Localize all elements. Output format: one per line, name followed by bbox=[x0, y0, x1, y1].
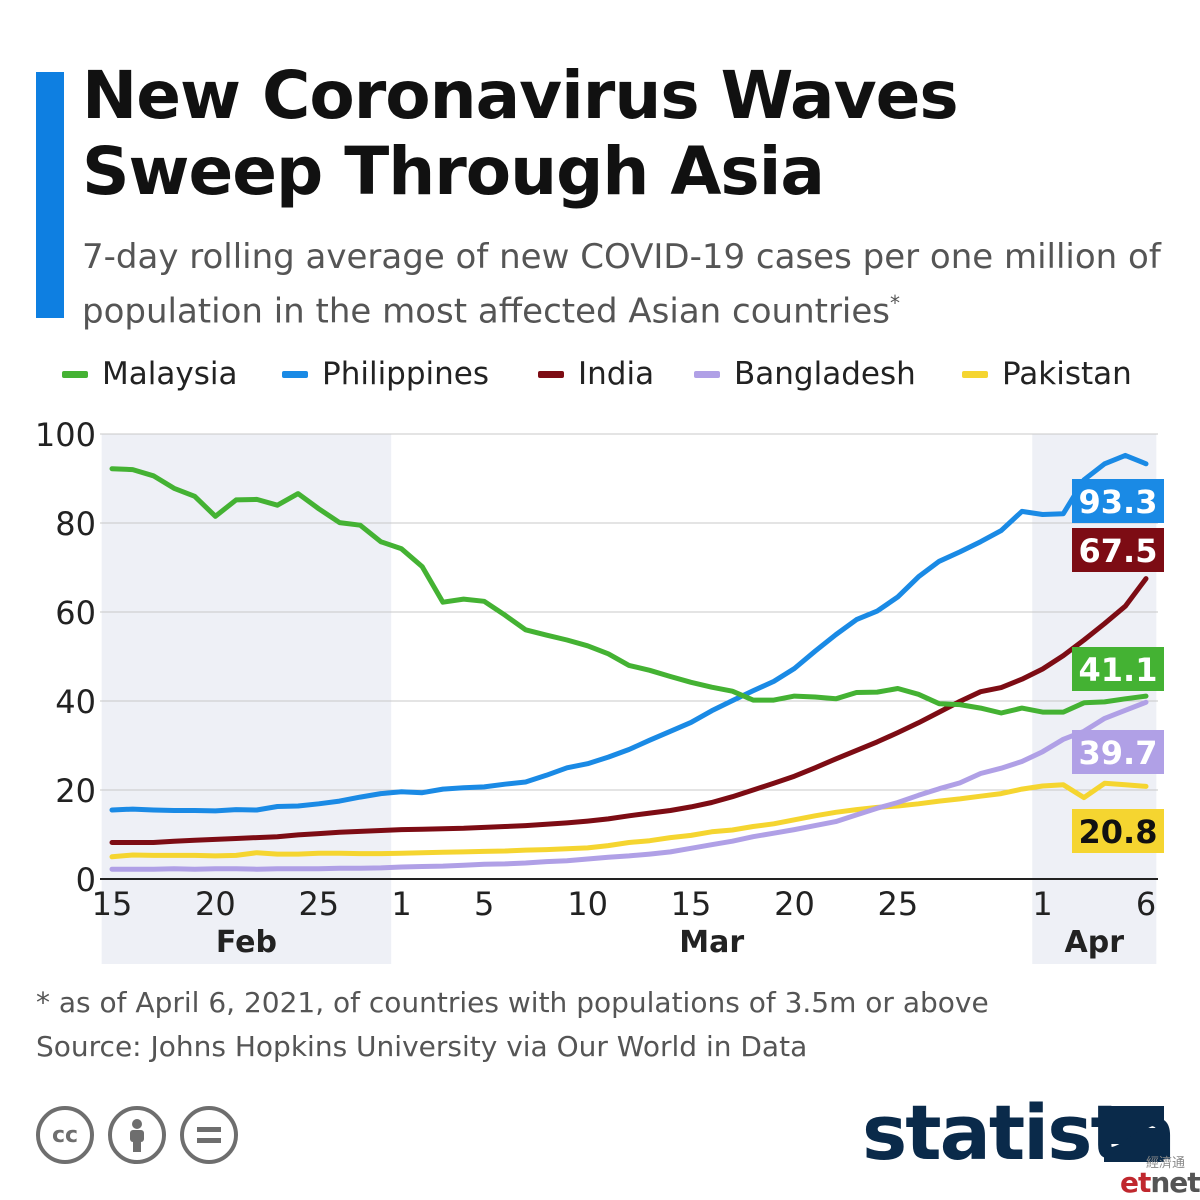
x-tick-label: 15 bbox=[671, 885, 712, 923]
end-label-box-pakistan bbox=[1072, 809, 1164, 853]
legend-swatch-bangladesh bbox=[694, 370, 720, 378]
y-tick-label: 60 bbox=[55, 594, 96, 632]
x-tick-label: 5 bbox=[474, 885, 494, 923]
accent-bar bbox=[36, 72, 64, 318]
month-label: Mar bbox=[679, 925, 744, 960]
end-label-bangladesh: 39.7 bbox=[1079, 734, 1158, 772]
y-tick-label: 0 bbox=[76, 861, 96, 899]
x-tick-label: 1 bbox=[391, 885, 411, 923]
legend-label-india: India bbox=[578, 356, 655, 392]
x-tick-label: 15 bbox=[92, 885, 133, 923]
end-label-pakistan: 20.8 bbox=[1079, 813, 1158, 851]
series-line-india bbox=[109, 576, 1149, 845]
footnote: * as of April 6, 2021, of countries with… bbox=[36, 986, 989, 1019]
end-label-box-bangladesh bbox=[1072, 730, 1164, 774]
legend-item-india: India bbox=[538, 352, 654, 396]
series-line-philippines bbox=[109, 452, 1149, 814]
cc-icon[interactable]: cc bbox=[36, 1106, 94, 1164]
legend-item-philippines: Philippines bbox=[282, 352, 489, 396]
x-tick-label: 1 bbox=[1032, 885, 1052, 923]
x-tick-label: 10 bbox=[567, 885, 608, 923]
legend-item-malaysia: Malaysia bbox=[62, 352, 237, 396]
legend-swatch-malaysia bbox=[62, 370, 88, 378]
legend-item-pakistan: Pakistan bbox=[962, 352, 1132, 396]
etnet-watermark-et: et bbox=[1120, 1166, 1151, 1199]
y-tick-label: 80 bbox=[55, 505, 96, 543]
series-line-malaysia bbox=[109, 466, 1149, 716]
page-title: New Coronavirus Waves Sweep Through Asia bbox=[82, 57, 959, 210]
y-tick-label: 20 bbox=[55, 772, 96, 810]
legend-item-bangladesh: Bangladesh bbox=[694, 352, 916, 396]
legend-swatch-pakistan bbox=[962, 370, 988, 378]
legend-label-malaysia: Malaysia bbox=[102, 356, 238, 392]
legend-label-bangladesh: Bangladesh bbox=[734, 356, 916, 392]
legend-label-pakistan: Pakistan bbox=[1002, 356, 1132, 392]
end-label-india: 67.5 bbox=[1079, 532, 1158, 570]
subtitle-text: 7-day rolling average of new COVID-19 ca… bbox=[82, 237, 1161, 332]
x-tick-label: 20 bbox=[774, 885, 815, 923]
x-tick-label: 20 bbox=[195, 885, 236, 923]
month-label: Apr bbox=[1065, 925, 1125, 960]
etnet-watermark: etnet bbox=[1120, 1166, 1200, 1199]
legend-swatch-philippines bbox=[282, 370, 308, 378]
y-tick-label: 40 bbox=[55, 683, 96, 721]
end-label-box-malaysia bbox=[1072, 647, 1164, 691]
etnet-watermark-net: net bbox=[1150, 1166, 1200, 1199]
end-label-box-philippines bbox=[1072, 479, 1164, 523]
series-line-pakistan bbox=[109, 780, 1149, 860]
watermark-cn: 經濟通 bbox=[1146, 1156, 1186, 1171]
month-band-feb bbox=[101, 434, 392, 964]
subtitle-footnote-mark: * bbox=[890, 291, 901, 315]
x-tick-label: 25 bbox=[298, 885, 339, 923]
x-tick-label: 25 bbox=[877, 885, 918, 923]
end-label-malaysia: 41.1 bbox=[1079, 651, 1158, 689]
legend: Malaysia Philippines India Bangladesh Pa… bbox=[62, 352, 1182, 396]
source-note: Source: Johns Hopkins University via Our… bbox=[36, 1030, 808, 1063]
no-derivatives-icon[interactable] bbox=[180, 1106, 238, 1164]
y-tick-label: 100 bbox=[35, 416, 96, 454]
x-tick-label: 6 bbox=[1136, 885, 1156, 923]
subtitle: 7-day rolling average of new COVID-19 ca… bbox=[82, 234, 1182, 334]
end-label-philippines: 93.3 bbox=[1079, 483, 1158, 521]
series-line-bangladesh bbox=[109, 699, 1149, 872]
statista-logo-icon[interactable] bbox=[1104, 1106, 1164, 1162]
month-label: Feb bbox=[216, 925, 277, 960]
attribution-icon[interactable] bbox=[108, 1106, 166, 1164]
legend-swatch-india bbox=[538, 370, 564, 378]
legend-label-philippines: Philippines bbox=[322, 356, 490, 392]
end-label-box-india bbox=[1072, 528, 1164, 572]
